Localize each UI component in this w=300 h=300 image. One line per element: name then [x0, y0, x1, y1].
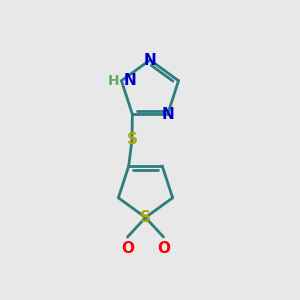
Text: N: N [124, 73, 136, 88]
Text: O: O [121, 241, 134, 256]
Text: O: O [157, 241, 170, 256]
Text: H: H [107, 74, 119, 88]
Text: N: N [144, 52, 156, 68]
Text: S: S [140, 210, 151, 225]
Text: S: S [127, 132, 137, 147]
Text: N: N [161, 107, 174, 122]
